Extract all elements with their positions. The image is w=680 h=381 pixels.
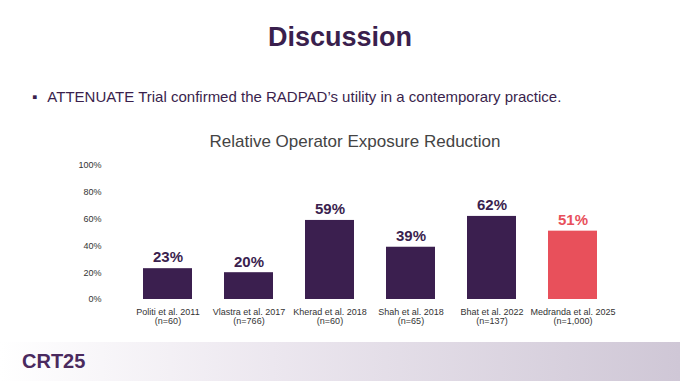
svg-text:80%: 80% — [83, 187, 101, 197]
svg-text:20%: 20% — [234, 253, 264, 270]
svg-text:Vlastra et al. 2017(n=766): Vlastra et al. 2017(n=766) — [213, 307, 286, 326]
svg-text:0%: 0% — [88, 294, 101, 304]
svg-text:20%: 20% — [83, 268, 101, 278]
html-text:ATTENUATE Trial confirmed the: ATTENUATE Trial confirmed the RADPAD’s u… — [47, 88, 562, 105]
svg-text:Medranda et al. 2025(n=1,000): Medranda et al. 2025(n=1,000) — [530, 307, 615, 326]
html-text:Discussion: Discussion — [268, 22, 412, 52]
svg-text:Politi et al. 2011(n=60): Politi et al. 2011(n=60) — [136, 307, 199, 326]
html-text:Relative Operator Exposure Red: Relative Operator Exposure Reduction — [209, 132, 501, 151]
svg-text:40%: 40% — [83, 241, 101, 251]
svg-text:59%: 59% — [315, 200, 345, 217]
svg-text:Bhat et al. 2022(n=137): Bhat et al. 2022(n=137) — [460, 307, 523, 326]
svg-text:Kherad et al. 2018(n=60): Kherad et al. 2018(n=60) — [293, 307, 367, 326]
svg-text:51%: 51% — [558, 211, 588, 228]
svg-text:39%: 39% — [396, 227, 426, 244]
svg-text:100%: 100% — [78, 160, 101, 170]
svg-text:Shah et al. 2018(n=65): Shah et al. 2018(n=65) — [378, 307, 444, 326]
svg-text:23%: 23% — [153, 248, 183, 265]
svg-text:62%: 62% — [477, 196, 507, 213]
html-text:CRT25: CRT25 — [22, 350, 86, 372]
svg-text:60%: 60% — [83, 214, 101, 224]
